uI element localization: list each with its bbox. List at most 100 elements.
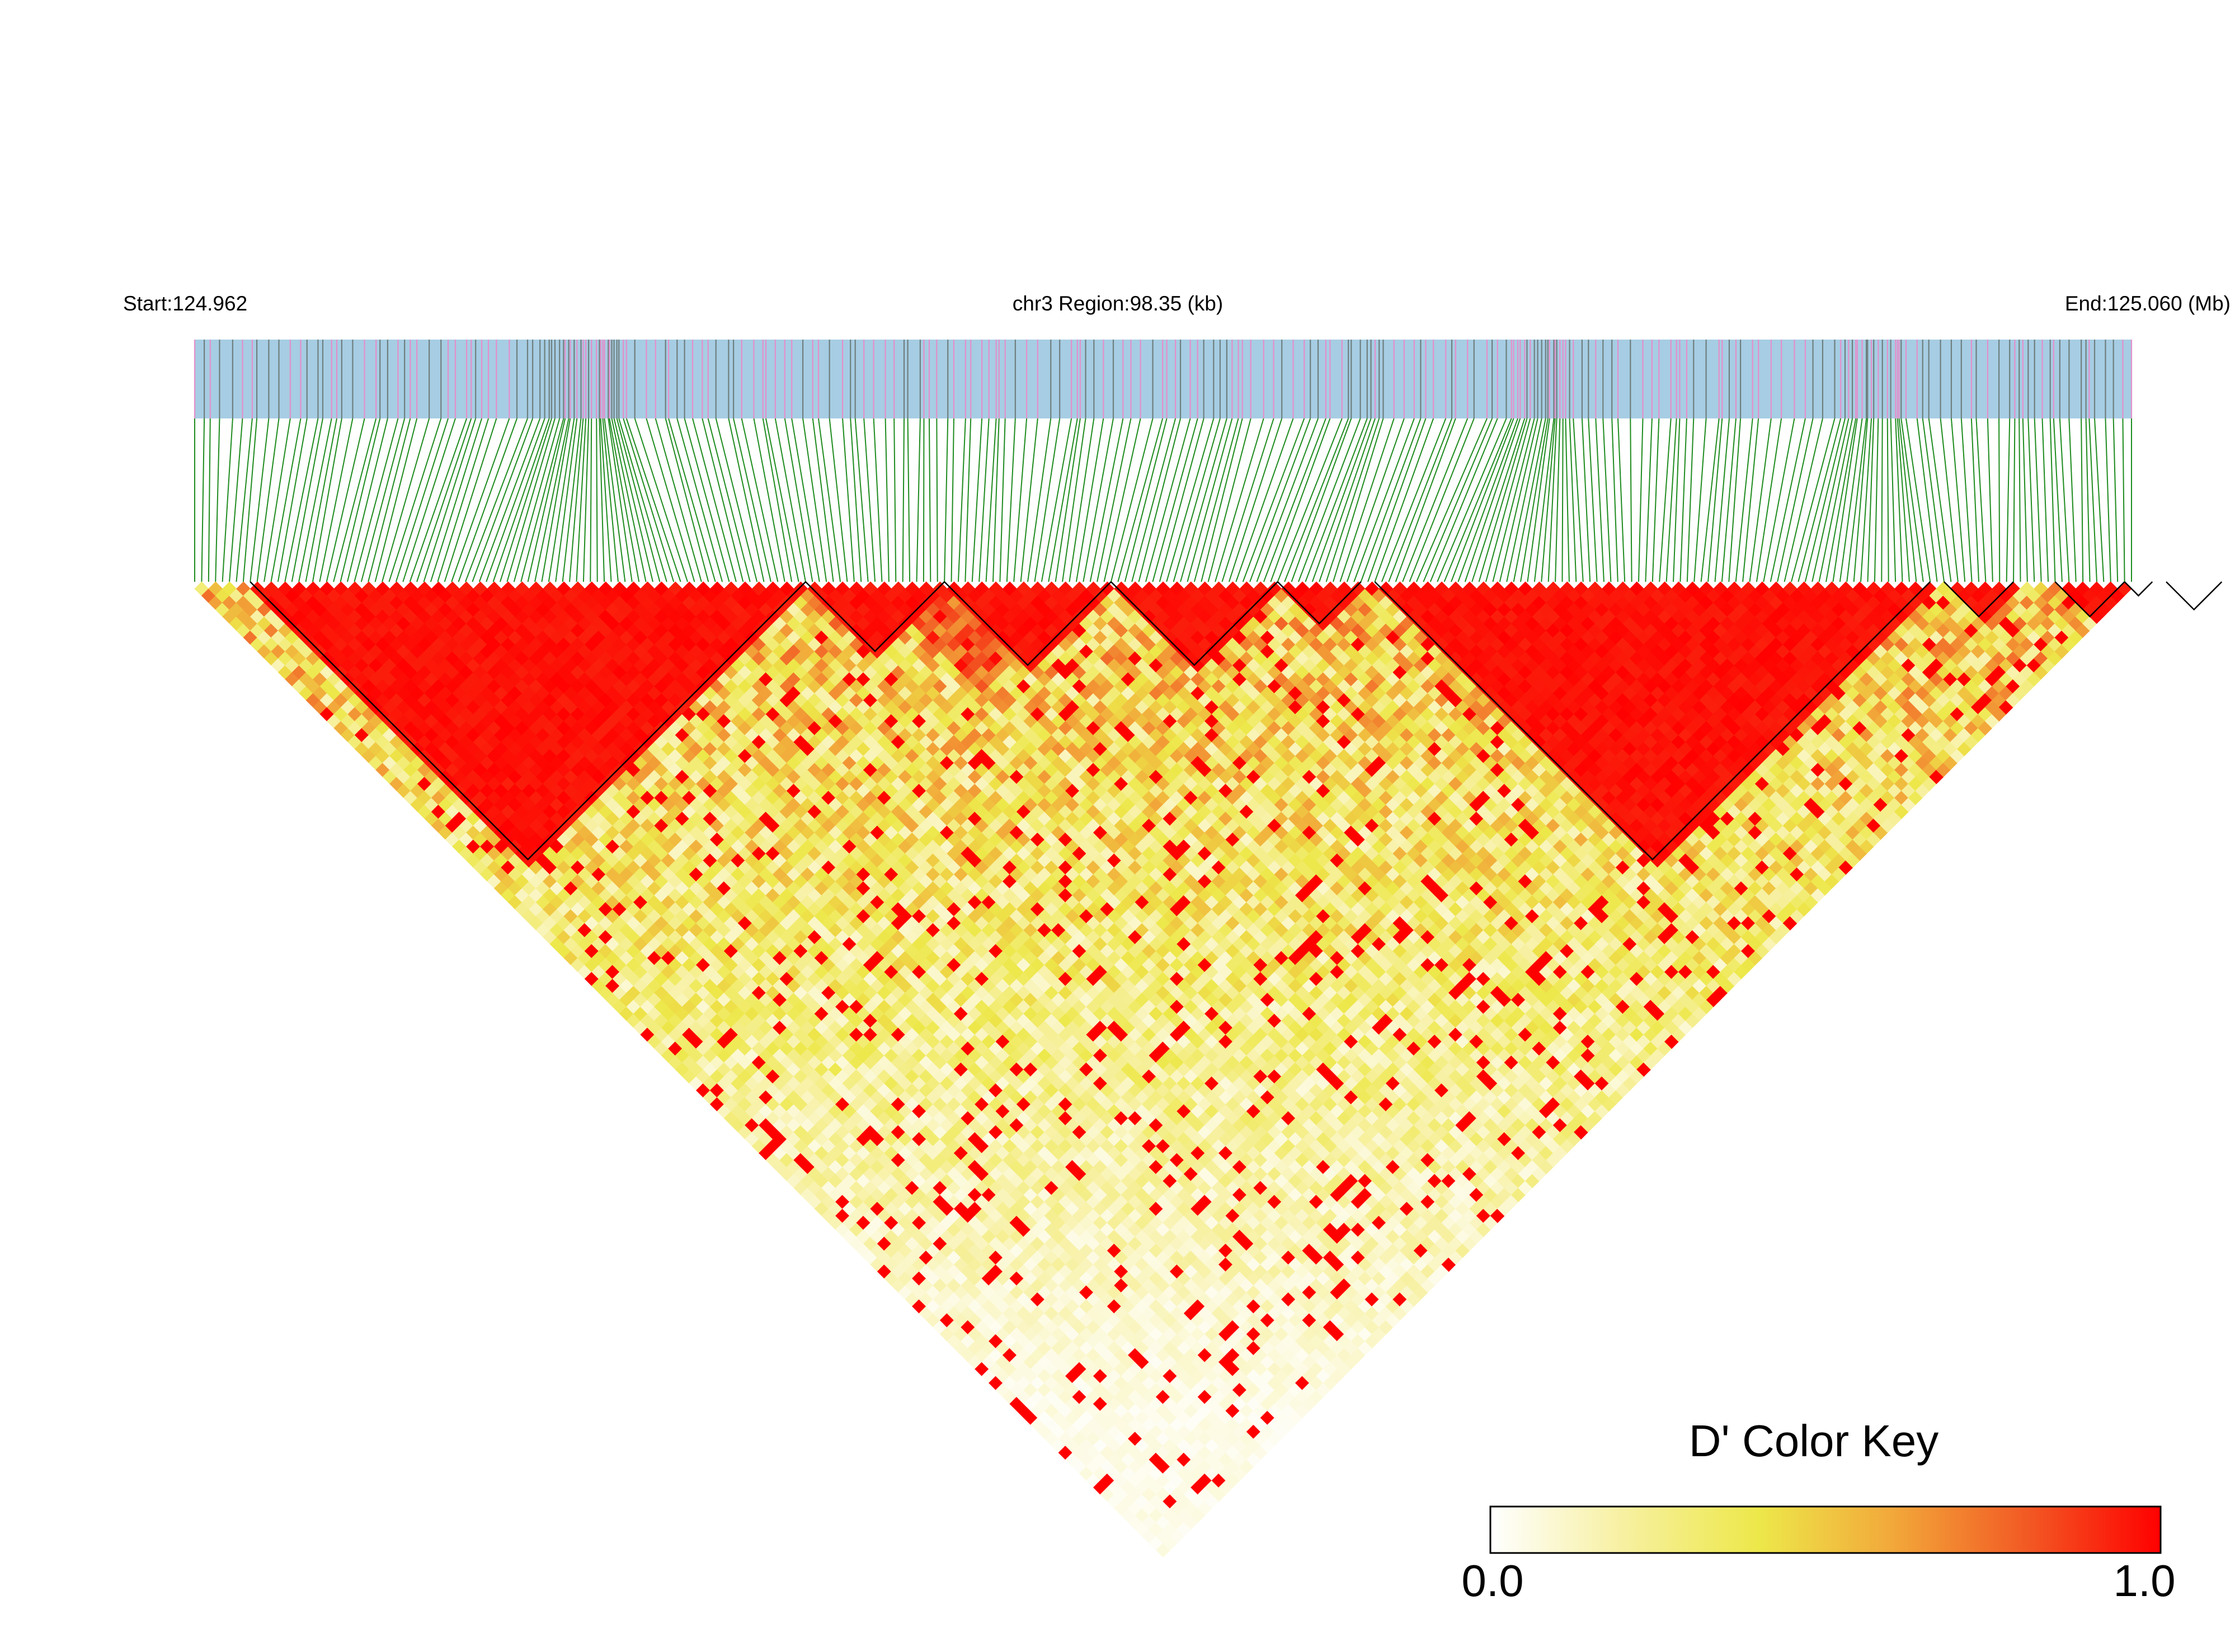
ld-cell — [1003, 1334, 1018, 1349]
snp-connector — [319, 418, 354, 582]
snp-connector — [478, 418, 541, 582]
snp-connector — [1645, 418, 1653, 582]
snp-connector — [1020, 418, 1038, 582]
snp-connector — [1277, 418, 1343, 582]
snp-connector — [817, 418, 841, 582]
snp-connector — [492, 418, 550, 582]
snp-connector — [534, 418, 570, 582]
snp-connector — [1124, 418, 1168, 582]
snp-connector — [1970, 418, 1980, 582]
snp-connector — [971, 418, 983, 582]
snp-connector — [873, 418, 883, 582]
snp-connector — [409, 418, 468, 582]
ld-cell — [1044, 1320, 1059, 1335]
snp-connector — [978, 418, 990, 582]
snp-connector — [1263, 418, 1326, 582]
snp-connector — [1097, 418, 1132, 582]
snp-connector — [1742, 418, 1759, 582]
ld-cell — [333, 679, 349, 694]
snp-connector — [1492, 418, 1535, 582]
snp-connector — [1686, 418, 1695, 582]
snp-connector — [2006, 418, 2011, 582]
ld-cell — [375, 693, 390, 708]
snp-connector — [964, 418, 972, 582]
snp-connector — [668, 418, 716, 582]
ld-cell — [557, 888, 572, 903]
snp-connector — [1638, 418, 1644, 582]
snp-connector — [1541, 418, 1556, 582]
snp-connector — [1881, 418, 1883, 582]
snp-connector — [1464, 418, 1521, 582]
ld-cell — [898, 1229, 913, 1244]
snp-connector — [623, 418, 675, 582]
ld-cell — [1169, 1403, 1184, 1418]
snp-connector — [1284, 418, 1349, 582]
ld-cell — [884, 1215, 899, 1230]
snp-connector — [1152, 418, 1198, 582]
snp-connector — [812, 418, 834, 582]
snp-connector — [774, 418, 806, 582]
ld-cell — [1149, 1452, 1164, 1467]
snp-connector — [765, 418, 799, 582]
ld-cell — [1030, 1320, 1045, 1335]
snp-connector — [1388, 418, 1452, 582]
snp-connector — [270, 418, 302, 582]
ld-cell — [751, 1110, 766, 1126]
ld-cell — [633, 1006, 648, 1022]
ld-cell — [1149, 1396, 1164, 1411]
snp-connector — [1298, 418, 1361, 582]
snp-connector — [715, 418, 758, 582]
snp-connector — [907, 418, 911, 582]
snp-connector — [1665, 418, 1677, 582]
snp-connector — [1693, 418, 1707, 582]
ld-cell — [1149, 1368, 1164, 1383]
ld-cell — [598, 888, 613, 903]
snp-connector — [884, 418, 890, 582]
ld-cell — [543, 902, 558, 917]
ld-cell — [1016, 1334, 1031, 1349]
snp-connector — [1777, 418, 1814, 582]
snp-connector — [1890, 418, 1897, 582]
ld-cell — [703, 1006, 718, 1022]
ld-cell — [1169, 1417, 1184, 1432]
snp-connector — [1499, 418, 1538, 582]
snp-connector — [902, 418, 905, 582]
ld-cell — [424, 783, 439, 798]
snp-connector — [2041, 418, 2049, 582]
ld-cell — [1169, 1515, 1184, 1530]
ld-cell — [480, 783, 495, 798]
ld-cell — [1135, 1438, 1150, 1453]
snp-connector — [613, 418, 653, 582]
ld-cell — [529, 888, 544, 903]
snp-connector — [842, 418, 855, 582]
snp-connector — [1471, 418, 1526, 582]
snp-connector — [2088, 418, 2097, 582]
snp-connector — [1228, 418, 1283, 582]
snp-connector — [1565, 418, 1570, 582]
snp-connector — [1940, 418, 1959, 582]
ld-cell — [375, 679, 390, 694]
snp-connector — [1180, 418, 1227, 582]
ld-cell — [807, 1110, 822, 1126]
snp-connector — [1960, 418, 1973, 582]
snp-connector — [1166, 418, 1215, 582]
snp-connector — [333, 418, 377, 582]
snp-connector — [2027, 418, 2035, 582]
snp-connector — [1451, 418, 1514, 582]
snp-connector — [264, 418, 291, 582]
snp-connector — [1673, 418, 1681, 582]
snp-connector — [465, 418, 528, 582]
region-end-label: End:125.060 (Mb) — [2064, 292, 2231, 315]
ld-cell — [1107, 1438, 1122, 1453]
snp-connector — [527, 418, 566, 582]
snp-connector — [486, 418, 545, 582]
snp-connector — [1987, 418, 1993, 582]
ld-cell — [821, 1110, 836, 1126]
ld-cell — [389, 693, 404, 708]
ld-cell — [1169, 1390, 1184, 1405]
ld-cell — [1044, 1334, 1059, 1349]
snp-connector — [1867, 418, 1875, 582]
ld-cell — [898, 1215, 913, 1230]
snp-connector — [1895, 418, 1903, 582]
snp-connector — [599, 418, 605, 582]
